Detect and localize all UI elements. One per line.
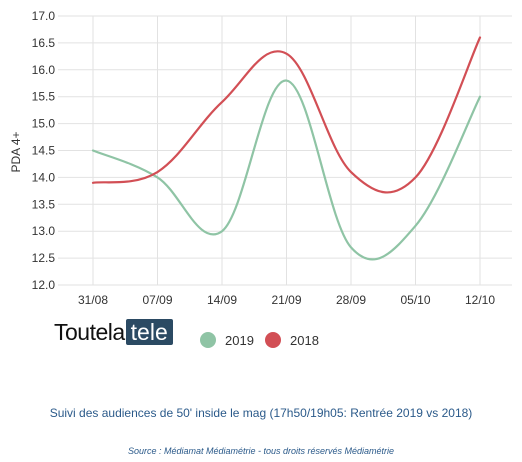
y-tick-label: 14.5 <box>32 144 56 158</box>
series-line-2019 <box>91 79 482 261</box>
logo-text-left: Toutela <box>54 319 125 345</box>
legend: 2019 2018 <box>200 332 319 348</box>
y-axis-label: PDA 4+ <box>9 131 23 172</box>
logo-text-right: tele <box>125 319 173 345</box>
chart-caption: Suivi des audiences de 50' inside le mag… <box>49 406 473 420</box>
x-tick-label: 07/09 <box>142 293 172 307</box>
y-tick-label: 12.0 <box>32 278 56 292</box>
y-tick-label: 15.0 <box>32 117 56 131</box>
y-tick-label: 16.0 <box>32 63 56 77</box>
series-lines <box>91 36 482 261</box>
x-tick-label: 12/10 <box>465 293 495 307</box>
legend-swatch-2019 <box>200 332 216 348</box>
toutelatele-logo: Toutela tele <box>54 318 173 346</box>
source-note: Source : Médiamat Médiamétrie - tous dro… <box>127 446 395 456</box>
y-tick-label: 17.0 <box>32 9 56 23</box>
legend-label-2018: 2018 <box>290 333 319 348</box>
y-tick-label: 15.5 <box>32 90 56 104</box>
x-tick-label: 21/09 <box>271 293 301 307</box>
legend-swatch-2018 <box>265 332 281 348</box>
x-axis-ticks: 31/08 07/09 14/09 21/09 28/09 05/10 12/10 <box>78 293 495 307</box>
y-tick-label: 13.5 <box>32 197 56 211</box>
y-tick-label: 14.0 <box>32 170 56 184</box>
series-line-2018 <box>91 36 482 194</box>
line-chart: 12.0 12.5 13.0 13.5 14.0 14.5 15.0 15.5 16.0 16.5… <box>9 9 512 348</box>
grid-lines <box>58 15 512 286</box>
y-tick-label: 12.5 <box>32 251 56 265</box>
y-axis-ticks: 12.0 12.5 13.0 13.5 14.0 14.5 15.0 15.5 16.0 16.5… <box>32 9 56 292</box>
x-tick-label: 14/09 <box>207 293 237 307</box>
x-tick-label: 31/08 <box>78 293 108 307</box>
y-tick-label: 16.5 <box>32 36 56 50</box>
legend-label-2019: 2019 <box>225 333 254 348</box>
y-tick-label: 13.0 <box>32 224 56 238</box>
x-tick-label: 05/10 <box>400 293 430 307</box>
x-tick-label: 28/09 <box>336 293 366 307</box>
